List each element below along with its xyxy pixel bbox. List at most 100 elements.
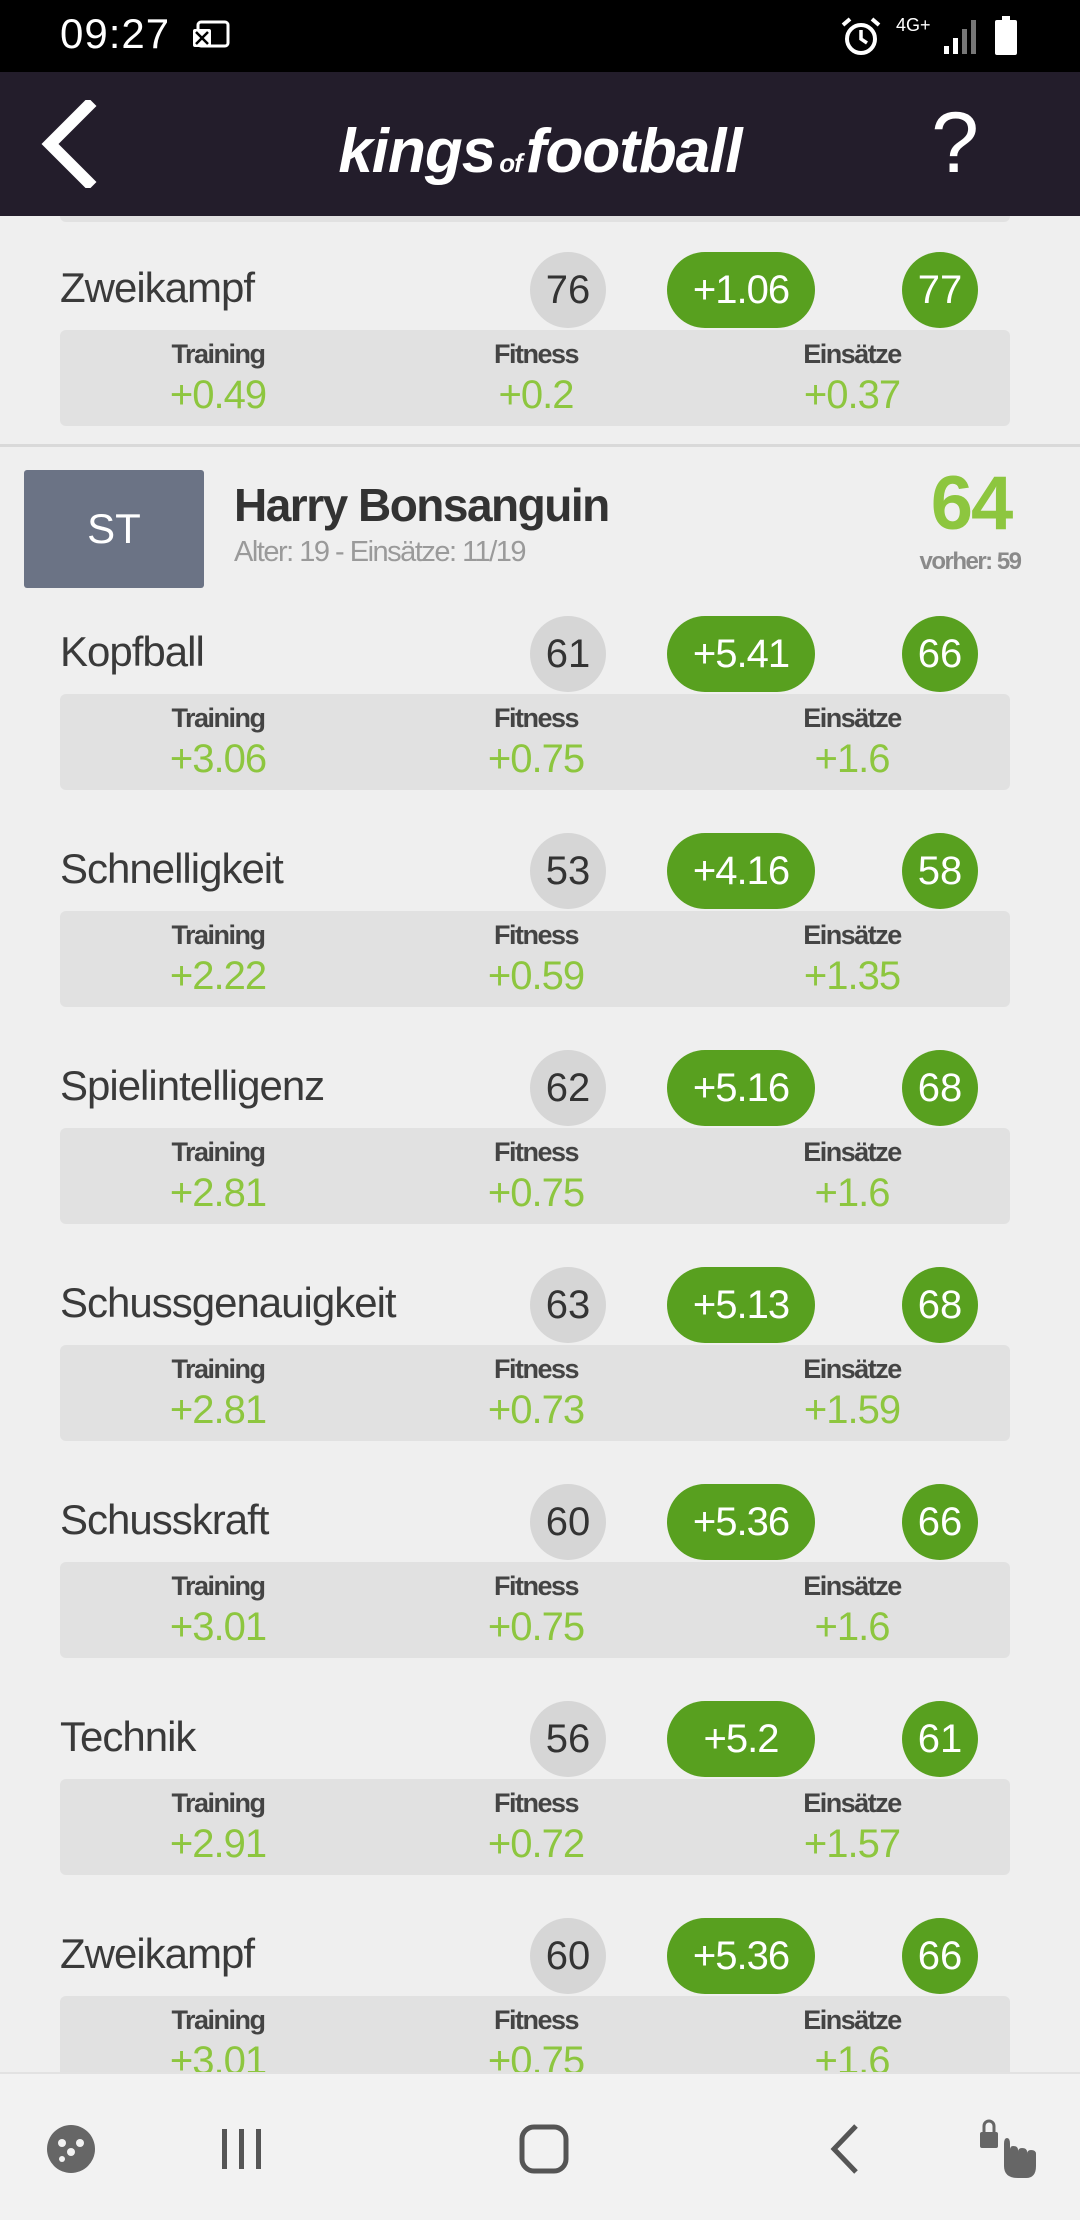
old-value-badge: 60 bbox=[530, 1484, 606, 1560]
stat-breakdown: Training +2.22 Fitness +0.59 Einsätze +1.35 bbox=[60, 911, 1010, 1007]
new-value-badge: 77 bbox=[902, 252, 978, 328]
stat-name: Schnelligkeit bbox=[60, 845, 284, 892]
training-value: +3.01 bbox=[169, 2039, 267, 2072]
old-value-badge: 62 bbox=[530, 1050, 606, 1126]
einsaetze-value: +1.6 bbox=[814, 1605, 891, 1649]
fitness-label: Fitness bbox=[493, 1354, 580, 1384]
einsaetze-column: Einsätze +1.57 bbox=[732, 1785, 972, 1867]
home-icon[interactable] bbox=[509, 2114, 579, 2184]
old-value-badge: 56 bbox=[530, 1701, 606, 1777]
training-value: +2.81 bbox=[169, 1388, 267, 1432]
delta-badge: +5.13 bbox=[667, 1267, 815, 1343]
fitness-column: Fitness +0.75 bbox=[416, 700, 656, 782]
delta-badge: +5.2 bbox=[667, 1701, 815, 1777]
stat-name: Kopfball bbox=[60, 628, 205, 675]
einsaetze-value: +1.6 bbox=[814, 1171, 891, 1215]
einsaetze-column: Einsätze +1.6 bbox=[732, 1134, 972, 1216]
stat-breakdown: Training +3.01 Fitness +0.75 Einsätze +1.6 bbox=[60, 1996, 1010, 2072]
game-launcher-icon[interactable] bbox=[36, 2114, 106, 2184]
fitness-value: +0.2 bbox=[498, 373, 575, 417]
fitness-column: Fitness +0.59 bbox=[416, 917, 656, 999]
training-label: Training bbox=[171, 703, 266, 733]
stat-breakdown: Training +2.81 Fitness +0.73 Einsätze +1.59 bbox=[60, 1345, 1010, 1441]
fitness-value: +0.75 bbox=[487, 2039, 585, 2072]
training-label: Training bbox=[171, 920, 266, 950]
new-value-badge: 58 bbox=[902, 833, 978, 909]
training-value: +2.81 bbox=[169, 1171, 267, 1215]
training-label: Training bbox=[171, 1571, 266, 1601]
app-logo: kings offootball bbox=[0, 116, 1080, 187]
einsaetze-value: +1.6 bbox=[814, 737, 891, 781]
fitness-label: Fitness bbox=[493, 339, 580, 369]
training-label: Training bbox=[171, 339, 266, 369]
training-column: Training +3.06 bbox=[98, 700, 338, 782]
stat-breakdown: Training +3.06 Fitness +0.75 Einsätze +1.6 bbox=[60, 694, 1010, 790]
fitness-column: Fitness +0.72 bbox=[416, 1785, 656, 1867]
fitness-label: Fitness bbox=[493, 703, 580, 733]
logo-of: of bbox=[499, 148, 523, 178]
previous-rating: vorher: 59 bbox=[919, 548, 1022, 575]
stat-row: Kopfball 61 +5.41 66 bbox=[0, 606, 1080, 702]
signal-icon bbox=[944, 20, 976, 54]
training-column: Training +2.22 bbox=[98, 917, 338, 999]
training-value: +2.91 bbox=[169, 1822, 267, 1866]
training-label: Training bbox=[171, 1354, 266, 1384]
player-name: Harry Bonsanguin bbox=[234, 479, 610, 531]
einsaetze-column: Einsätze +1.35 bbox=[732, 917, 972, 999]
recent-apps-icon[interactable] bbox=[207, 2114, 277, 2184]
einsaetze-column: Einsätze +1.59 bbox=[732, 1351, 972, 1433]
fitness-label: Fitness bbox=[493, 920, 580, 950]
status-bar: 09:27 4G+ bbox=[0, 0, 1080, 72]
old-value-badge: 63 bbox=[530, 1267, 606, 1343]
touch-lock-icon[interactable] bbox=[974, 2114, 1044, 2184]
einsaetze-column: Einsätze +1.6 bbox=[732, 700, 972, 782]
logo-kings: kings bbox=[338, 117, 496, 186]
stat-name: Schusskraft bbox=[60, 1496, 269, 1543]
fitness-value: +0.75 bbox=[487, 1605, 585, 1649]
player-development-list: Zweikampf 76 +1.06 77 Training +0.49 Fit… bbox=[0, 216, 1080, 2072]
back-arrow-icon[interactable] bbox=[36, 100, 106, 188]
back-nav-icon[interactable] bbox=[812, 2114, 882, 2184]
einsaetze-label: Einsätze bbox=[803, 1571, 902, 1601]
fitness-column: Fitness +0.73 bbox=[416, 1351, 656, 1433]
einsaetze-column: Einsätze +1.6 bbox=[732, 2002, 972, 2072]
einsaetze-column: Einsätze +0.37 bbox=[732, 336, 972, 418]
stat-row: Schussgenauigkeit 63 +5.13 68 bbox=[0, 1257, 1080, 1353]
training-value: +0.49 bbox=[169, 373, 267, 417]
player-card[interactable]: ST Harry Bonsanguin Alter: 19 - Einsätze… bbox=[0, 456, 1080, 588]
training-column: Training +0.49 bbox=[98, 336, 338, 418]
einsaetze-label: Einsätze bbox=[803, 1788, 902, 1818]
stat-name: Schussgenauigkeit bbox=[60, 1279, 397, 1326]
training-column: Training +2.91 bbox=[98, 1785, 338, 1867]
einsaetze-value: +1.35 bbox=[803, 954, 901, 998]
fitness-value: +0.75 bbox=[487, 1171, 585, 1215]
stat-row: Spielintelligenz 62 +5.16 68 bbox=[0, 1040, 1080, 1136]
stat-row: Zweikampf 60 +5.36 66 bbox=[0, 1908, 1080, 2004]
player-rating: 64 bbox=[930, 461, 1014, 546]
training-column: Training +3.01 bbox=[98, 1568, 338, 1650]
status-time: 09:27 bbox=[60, 10, 171, 57]
new-value-badge: 66 bbox=[902, 1918, 978, 1994]
system-navigation-bar bbox=[0, 2072, 1080, 2220]
help-button[interactable]: ? bbox=[931, 95, 979, 191]
einsaetze-column: Einsätze +1.6 bbox=[732, 1568, 972, 1650]
notification-icon bbox=[193, 20, 230, 48]
stat-breakdown: Training +0.49 Fitness +0.2 Einsätze +0.… bbox=[60, 330, 1010, 426]
training-column: Training +2.81 bbox=[98, 1134, 338, 1216]
new-value-badge: 66 bbox=[902, 1484, 978, 1560]
einsaetze-label: Einsätze bbox=[803, 339, 902, 369]
einsaetze-value: +0.37 bbox=[803, 373, 901, 417]
stat-row-zweikampf-previous: Zweikampf 76 +1.06 77 bbox=[0, 242, 1080, 338]
new-value-badge: 66 bbox=[902, 616, 978, 692]
position-badge: ST bbox=[24, 470, 204, 588]
stat-row: Schusskraft 60 +5.36 66 bbox=[0, 1474, 1080, 1570]
fitness-label: Fitness bbox=[493, 1137, 580, 1167]
fitness-label: Fitness bbox=[493, 1788, 580, 1818]
einsaetze-label: Einsätze bbox=[803, 920, 902, 950]
fitness-column: Fitness +0.2 bbox=[416, 336, 656, 418]
einsaetze-label: Einsätze bbox=[803, 1137, 902, 1167]
einsaetze-value: +1.57 bbox=[803, 1822, 901, 1866]
fitness-value: +0.75 bbox=[487, 737, 585, 781]
old-value-badge: 61 bbox=[530, 616, 606, 692]
logo-football: football bbox=[525, 117, 743, 186]
